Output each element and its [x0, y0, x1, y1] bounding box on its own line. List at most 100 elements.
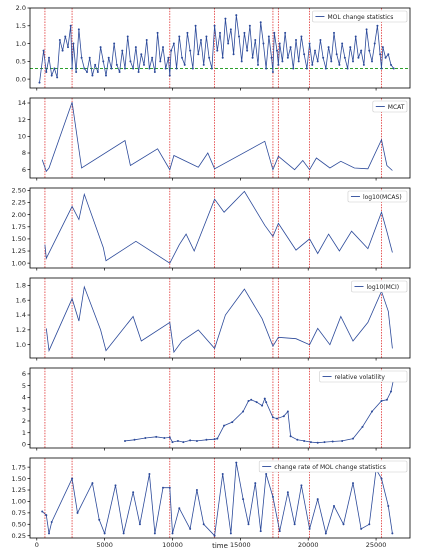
data-point [75, 71, 78, 73]
data-point [314, 49, 316, 52]
data-point [297, 60, 300, 63]
data-point [265, 473, 268, 475]
legend-label: MOL change statistics [327, 14, 393, 21]
data-point [126, 35, 129, 38]
data-point [77, 28, 80, 31]
legend-box [372, 100, 408, 113]
data-point [122, 532, 125, 535]
data-point [289, 46, 292, 49]
data-point [229, 532, 232, 535]
data-point [105, 74, 107, 77]
legend: MCAT [372, 100, 408, 113]
legend-box [347, 190, 408, 203]
data-point [316, 60, 319, 63]
data-point [380, 477, 383, 480]
series-line [124, 378, 395, 444]
data-point [72, 42, 75, 45]
data-point [61, 49, 64, 52]
y-tick-label: 6 [22, 370, 26, 378]
data-point [64, 35, 67, 38]
data-point [96, 71, 99, 73]
data-point [58, 39, 61, 41]
data-point [373, 42, 376, 45]
y-tick-label: 0.0 [16, 75, 26, 83]
data-point [175, 67, 178, 70]
axes-frame [29, 97, 411, 179]
series-line [41, 102, 393, 173]
data-point [273, 31, 276, 34]
y-tick-label: 12 [18, 116, 26, 124]
legend-label: log10(MCAS) [363, 194, 402, 201]
data-point [216, 49, 219, 52]
x-tick-label: 25000 [366, 541, 387, 549]
data-point [265, 67, 268, 70]
data-point [387, 505, 390, 507]
legend: change rate of MOL change statistics [258, 460, 408, 473]
x-tick-label: 5000 [96, 541, 113, 549]
data-point [121, 49, 124, 52]
data-point [250, 398, 253, 401]
x-tick-label: 0 [35, 541, 39, 549]
data-point [221, 56, 224, 59]
data-point [261, 404, 264, 407]
data-point [390, 63, 392, 66]
data-point [171, 532, 174, 535]
data-point [346, 67, 349, 70]
data-point [270, 56, 273, 59]
data-point [246, 49, 249, 52]
data-point [216, 437, 219, 440]
data-point [286, 491, 289, 494]
data-point [178, 507, 181, 510]
data-point [50, 74, 53, 77]
data-point [224, 17, 227, 20]
data-point [311, 63, 314, 66]
data-point [357, 56, 360, 59]
y-tick-label: 2.0 [16, 4, 26, 12]
data-point [384, 56, 387, 59]
data-point [94, 63, 97, 66]
data-point [172, 42, 175, 45]
data-point [80, 56, 83, 59]
data-point [365, 28, 368, 31]
data-point [181, 56, 183, 59]
data-point [163, 437, 166, 439]
data-point [248, 24, 251, 27]
data-point [110, 67, 113, 70]
data-point [67, 46, 69, 49]
data-point [352, 482, 354, 485]
data-point [223, 424, 226, 427]
data-point [295, 39, 297, 41]
data-point [303, 439, 306, 442]
data-point [324, 532, 327, 535]
data-point [343, 56, 346, 59]
data-point [247, 523, 250, 526]
data-point [48, 56, 50, 59]
data-point [189, 527, 192, 530]
data-point [162, 486, 164, 489]
data-point [254, 39, 257, 41]
data-point [331, 440, 334, 443]
data-point [296, 438, 299, 441]
data-point [213, 438, 216, 441]
data-point [322, 56, 325, 59]
data-point [91, 482, 94, 485]
data-point [194, 24, 197, 27]
data-point [286, 410, 289, 413]
data-point [91, 74, 94, 77]
data-point [168, 436, 171, 439]
data-point [333, 31, 335, 34]
y-tick-label: 1.2 [16, 326, 26, 334]
data-point [231, 421, 234, 424]
data-point [387, 53, 390, 56]
data-point [276, 49, 278, 52]
data-point [45, 514, 48, 517]
data-point [45, 71, 48, 73]
data-point [134, 46, 137, 49]
data-point [153, 71, 156, 73]
data-point [309, 441, 312, 444]
data-point [335, 53, 338, 56]
data-point [293, 523, 296, 526]
data-point [143, 63, 145, 66]
data-point [213, 534, 216, 537]
data-point [333, 505, 335, 507]
